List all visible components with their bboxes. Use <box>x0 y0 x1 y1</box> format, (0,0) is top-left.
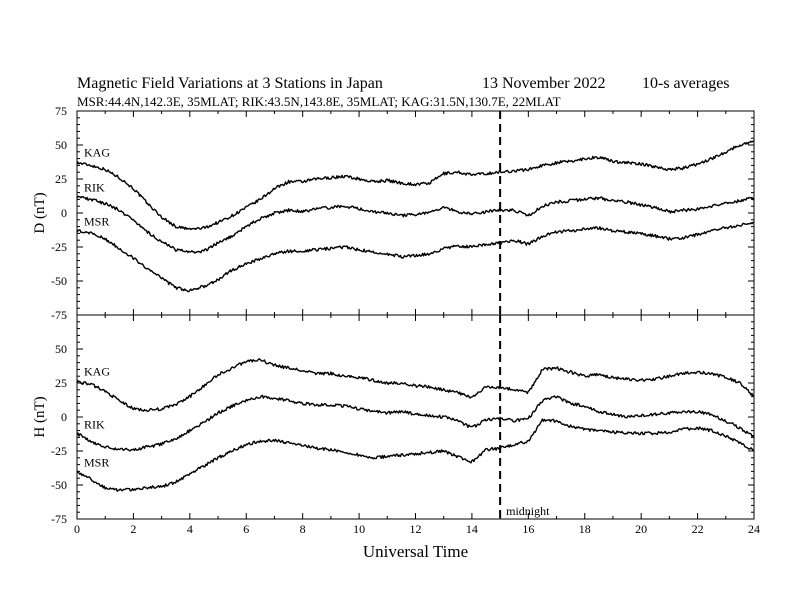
x-tick-label: 0 <box>74 522 80 536</box>
chart-averaging: 10-s averages <box>642 75 730 92</box>
series-label-msr-bottom: MSR <box>84 455 109 469</box>
series-line-rik-top <box>76 195 755 254</box>
series-label-msr-top: MSR <box>84 215 109 229</box>
x-tick-label: 6 <box>243 522 249 536</box>
x-tick-label: 22 <box>692 522 704 536</box>
chart-title: Magnetic Field Variations at 3 Stations … <box>77 75 383 92</box>
x-tick-label: 16 <box>522 522 534 536</box>
y-tick-label-top: 0 <box>61 206 67 220</box>
panel-frame-top <box>76 110 755 316</box>
x-tick-label: 8 <box>300 522 306 536</box>
x-tick-label: 24 <box>748 522 760 536</box>
y-tick-label-bottom: 25 <box>55 376 67 390</box>
series-line-rik-bottom <box>76 394 755 452</box>
y-tick-label-bottom: -25 <box>51 444 67 458</box>
series-label-kag-top: KAG <box>84 146 110 160</box>
series-line-msr-bottom <box>76 418 755 492</box>
y-tick-label-bottom: -50 <box>51 478 67 492</box>
y-tick-label-top: -75 <box>51 308 67 322</box>
x-tick-label: 4 <box>187 522 193 536</box>
stations-subtitle: MSR:44.4N,142.3E, 35MLAT; RIK:43.5N,143.… <box>77 94 561 109</box>
x-tick-label: 10 <box>353 522 365 536</box>
y-tick-label-top: 50 <box>55 138 67 152</box>
y-axis-label-top: D (nT) <box>32 192 48 233</box>
x-tick-label: 12 <box>410 522 422 536</box>
y-axis-label-bottom: H (nT) <box>32 396 48 437</box>
series-line-kag-top <box>76 140 755 231</box>
series-line-kag-bottom <box>76 358 755 413</box>
midnight-label: midnight <box>506 504 550 518</box>
y-tick-label-top: -50 <box>51 274 67 288</box>
y-tick-label-top: 75 <box>55 104 67 118</box>
x-tick-label: 14 <box>466 522 478 536</box>
series-label-rik-bottom: RIK <box>84 417 105 431</box>
series-line-msr-top <box>76 221 755 293</box>
y-tick-label-bottom: 0 <box>61 410 67 424</box>
series-label-kag-bottom: KAG <box>84 365 110 379</box>
x-tick-label: 20 <box>635 522 647 536</box>
panel-frame-bottom <box>76 314 755 520</box>
y-tick-label-top: 25 <box>55 172 67 186</box>
y-tick-label-bottom: -75 <box>51 512 67 526</box>
y-tick-label-top: -25 <box>51 240 67 254</box>
x-axis-label: Universal Time <box>363 542 468 561</box>
y-tick-label-bottom: 50 <box>55 342 67 356</box>
x-tick-label: 2 <box>130 522 136 536</box>
chart-date: 13 November 2022 <box>482 75 606 92</box>
series-label-rik-top: RIK <box>84 181 105 195</box>
x-tick-label: 18 <box>579 522 591 536</box>
